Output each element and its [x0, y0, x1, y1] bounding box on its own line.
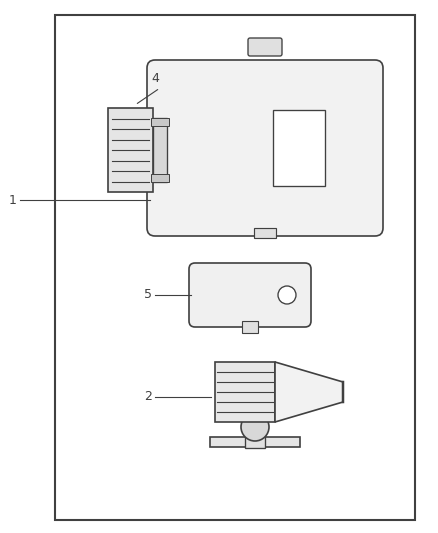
Text: 2: 2: [144, 391, 152, 403]
Bar: [254, 228, 276, 238]
FancyBboxPatch shape: [248, 38, 282, 56]
Bar: [151, 174, 169, 182]
Bar: [210, 437, 300, 447]
Bar: [242, 321, 258, 333]
Polygon shape: [215, 362, 275, 422]
Bar: [108, 108, 153, 192]
Circle shape: [278, 286, 296, 304]
Text: 1: 1: [9, 193, 17, 206]
FancyBboxPatch shape: [189, 263, 311, 327]
Bar: [273, 110, 325, 186]
Text: 4: 4: [151, 72, 159, 85]
Bar: [153, 118, 167, 182]
Polygon shape: [275, 362, 343, 422]
FancyBboxPatch shape: [147, 60, 383, 236]
Text: 5: 5: [144, 288, 152, 302]
Bar: [245, 416, 265, 448]
Circle shape: [241, 413, 269, 441]
Bar: [151, 118, 169, 126]
Bar: [55, 15, 415, 520]
